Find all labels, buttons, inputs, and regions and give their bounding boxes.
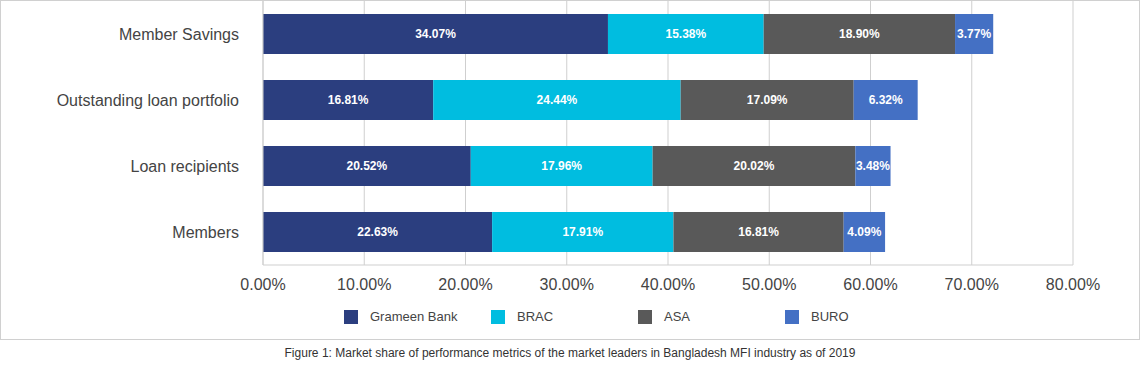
svg-text:34.07%: 34.07% [415,27,456,41]
svg-text:Outstanding loan portfolio: Outstanding loan portfolio [57,92,239,109]
svg-text:20.02%: 20.02% [734,159,775,173]
svg-text:Members: Members [172,224,239,241]
html-text:ASA: ASA [664,309,690,324]
svg-text:30.00%: 30.00% [540,276,594,293]
svg-text:24.44%: 24.44% [537,93,578,107]
svg-text:6.32%: 6.32% [869,93,903,107]
svg-text:3.48%: 3.48% [856,159,890,173]
svg-text:80.00%: 80.00% [1046,276,1100,293]
html-text:Figure 1: Market share of perf: Figure 1: Market share of performance me… [284,346,856,360]
svg-text:40.00%: 40.00% [641,276,695,293]
svg-text:50.00%: 50.00% [742,276,796,293]
svg-text:20.52%: 20.52% [347,159,388,173]
html-text:BRAC: BRAC [517,309,554,324]
svg-text:10.00%: 10.00% [337,276,391,293]
html-text:BURO: BURO [811,309,849,324]
svg-text:15.38%: 15.38% [665,27,706,41]
svg-text:16.81%: 16.81% [328,93,369,107]
svg-text:Loan recipients: Loan recipients [130,158,239,175]
svg-text:4.09%: 4.09% [847,225,881,239]
svg-text:22.63%: 22.63% [357,225,398,239]
html-text:Grameen Bank: Grameen Bank [370,309,458,324]
svg-text:3.77%: 3.77% [957,27,991,41]
svg-text:Member Savings: Member Savings [119,26,239,43]
svg-text:0.00%: 0.00% [240,276,285,293]
svg-text:20.00%: 20.00% [438,276,492,293]
svg-text:17.09%: 17.09% [747,93,788,107]
svg-text:70.00%: 70.00% [945,276,999,293]
svg-text:17.96%: 17.96% [541,159,582,173]
svg-text:17.91%: 17.91% [562,225,603,239]
svg-text:16.81%: 16.81% [738,225,779,239]
svg-text:18.90%: 18.90% [839,27,880,41]
svg-text:60.00%: 60.00% [843,276,897,293]
